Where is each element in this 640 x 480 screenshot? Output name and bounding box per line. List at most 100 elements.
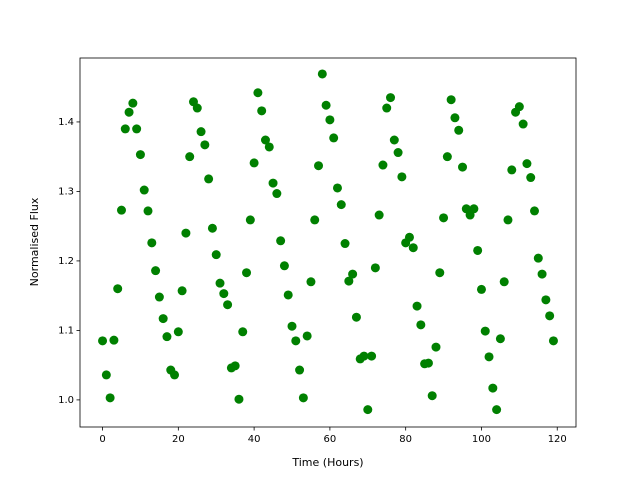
point <box>268 178 278 188</box>
point <box>435 268 445 278</box>
point <box>295 365 305 375</box>
point <box>249 158 259 168</box>
point <box>507 165 517 175</box>
point <box>253 88 263 98</box>
point <box>207 223 217 233</box>
point <box>382 103 392 113</box>
point <box>276 236 286 246</box>
point <box>321 100 331 110</box>
point <box>450 113 460 123</box>
point <box>196 127 206 137</box>
point <box>162 332 172 342</box>
point <box>329 133 339 143</box>
point <box>151 266 161 276</box>
point <box>219 289 229 299</box>
point <box>283 290 293 300</box>
point <box>416 320 426 330</box>
point <box>124 107 134 117</box>
point <box>336 200 346 210</box>
point <box>135 150 145 160</box>
point <box>154 292 164 302</box>
point <box>484 352 494 362</box>
x-tick-label: 20 <box>172 434 185 445</box>
point <box>499 277 509 287</box>
point <box>264 142 274 152</box>
point <box>386 93 396 103</box>
point <box>370 263 380 273</box>
point <box>397 172 407 182</box>
point <box>469 204 479 214</box>
y-tick-label: 1.1 <box>58 325 74 336</box>
point <box>389 135 399 145</box>
point <box>170 370 180 380</box>
point <box>306 277 316 287</box>
point <box>393 148 403 158</box>
point <box>503 215 513 225</box>
point <box>340 239 350 249</box>
point <box>351 312 361 322</box>
y-tick-label: 1.4 <box>58 117 74 128</box>
point <box>302 331 312 341</box>
point <box>128 98 138 108</box>
point <box>238 327 248 337</box>
point <box>537 269 547 279</box>
point <box>492 405 502 415</box>
point <box>317 69 327 79</box>
point <box>476 284 486 294</box>
point <box>310 215 320 225</box>
point <box>242 268 252 278</box>
point <box>404 232 414 242</box>
point <box>234 394 244 404</box>
point <box>458 162 468 172</box>
point <box>132 124 142 134</box>
point <box>378 160 388 170</box>
point <box>147 238 157 248</box>
point <box>359 351 369 361</box>
x-tick-label: 100 <box>472 434 491 445</box>
point <box>548 336 558 346</box>
point <box>473 245 483 255</box>
point <box>348 269 358 279</box>
point <box>545 311 555 321</box>
point <box>272 189 282 199</box>
point <box>446 95 456 105</box>
point <box>298 393 308 403</box>
point <box>200 140 210 150</box>
point <box>344 276 354 286</box>
point <box>185 152 195 162</box>
y-tick-label: 1.3 <box>58 186 74 197</box>
point <box>113 284 123 294</box>
point <box>332 183 342 193</box>
point <box>526 173 536 183</box>
point <box>374 210 384 220</box>
point <box>367 351 377 361</box>
point <box>522 159 532 169</box>
point <box>215 278 225 288</box>
point <box>530 206 540 216</box>
y-tick-label: 1.0 <box>58 395 74 406</box>
point <box>98 336 108 346</box>
point <box>173 327 183 337</box>
x-tick-label: 60 <box>324 434 337 445</box>
point <box>109 335 119 345</box>
x-axis-label: Time (Hours) <box>291 456 363 469</box>
point <box>488 383 498 393</box>
plot-frame <box>79 57 577 428</box>
x-tick-label: 0 <box>99 434 105 445</box>
point <box>223 300 233 310</box>
y-tick-label: 1.2 <box>58 256 74 267</box>
point <box>192 103 202 113</box>
point <box>454 125 464 135</box>
y-axis-label: Normalised Flux <box>28 197 41 286</box>
point <box>518 119 528 129</box>
point <box>431 342 441 352</box>
point <box>325 115 335 125</box>
point <box>314 161 324 171</box>
point <box>541 295 551 305</box>
point <box>363 405 373 415</box>
point <box>533 253 543 263</box>
point <box>116 205 126 215</box>
point <box>291 336 301 346</box>
point <box>177 286 187 296</box>
